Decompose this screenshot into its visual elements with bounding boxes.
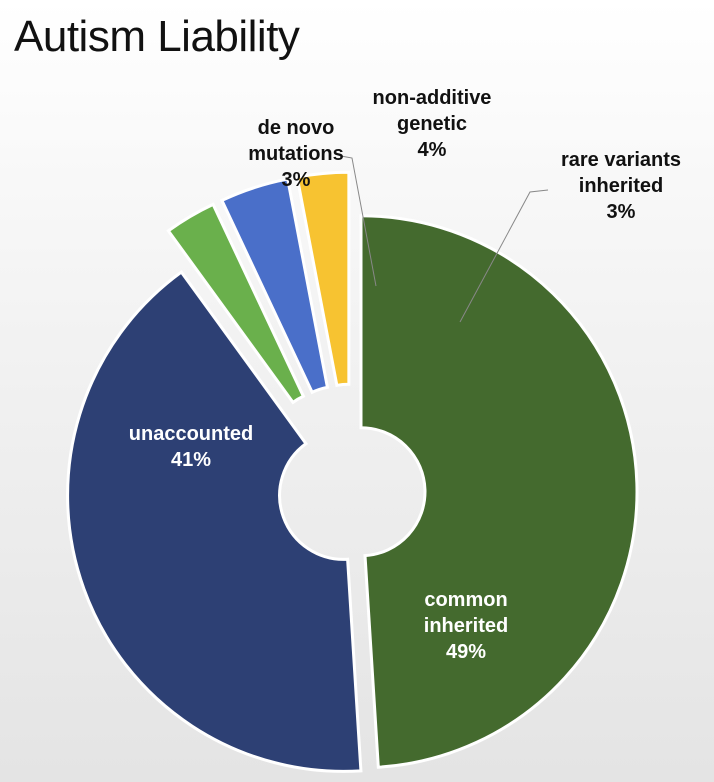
label-line: inherited bbox=[424, 615, 508, 637]
label-line: common bbox=[424, 589, 507, 611]
label-line: inherited bbox=[579, 175, 663, 197]
label-line: 4% bbox=[418, 139, 447, 161]
leader-de-novo-mutations bbox=[340, 155, 377, 287]
label-line: 3% bbox=[282, 169, 311, 191]
label-unaccounted: unaccounted 41% bbox=[129, 423, 253, 471]
slice-rare-variants-inherited bbox=[295, 170, 351, 388]
label-line: 41% bbox=[171, 449, 211, 471]
label-line: de novo bbox=[258, 117, 335, 139]
label-de-novo-mutations: de novo mutations 3% bbox=[248, 117, 344, 191]
label-line: mutations bbox=[248, 143, 344, 165]
label-rare-variants-inherited: rare variants inherited 3% bbox=[561, 149, 681, 223]
label-line: rare variants bbox=[561, 149, 681, 171]
donut-slices bbox=[66, 170, 639, 773]
slice-common-inherited bbox=[359, 214, 639, 769]
slice-labels: common inherited 49% unaccounted 41% de novo m… bbox=[129, 87, 681, 663]
slice-non-additive-genetic bbox=[219, 177, 330, 395]
slice-de-novo-mutations bbox=[166, 202, 306, 405]
label-non-additive-genetic: non-additive genetic 4% bbox=[373, 87, 492, 161]
label-common-inherited: common inherited 49% bbox=[424, 589, 508, 663]
chart-title: Autism Liability bbox=[14, 12, 300, 61]
leader-rare-variants-inherited bbox=[459, 189, 549, 323]
label-line: genetic bbox=[397, 113, 467, 135]
label-line: 3% bbox=[607, 201, 636, 223]
label-line: unaccounted bbox=[129, 423, 253, 445]
leader-lines bbox=[340, 155, 549, 323]
label-line: non-additive bbox=[373, 87, 492, 109]
label-line: 49% bbox=[446, 641, 486, 663]
slice-unaccounted bbox=[66, 270, 363, 773]
